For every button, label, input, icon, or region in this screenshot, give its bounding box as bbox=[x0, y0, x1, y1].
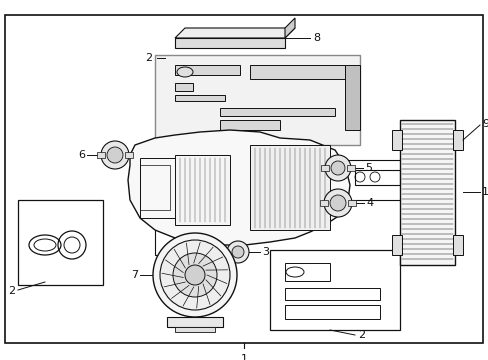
Text: 8: 8 bbox=[312, 33, 320, 43]
Bar bbox=[285, 305, 379, 319]
Bar bbox=[220, 120, 280, 130]
Bar bbox=[175, 65, 240, 75]
Ellipse shape bbox=[189, 231, 201, 239]
Circle shape bbox=[153, 233, 237, 317]
Bar bbox=[140, 158, 184, 218]
Circle shape bbox=[107, 147, 123, 163]
Bar bbox=[354, 170, 399, 185]
Text: 5: 5 bbox=[364, 163, 371, 173]
Circle shape bbox=[325, 155, 350, 181]
Circle shape bbox=[160, 240, 229, 310]
Text: 4: 4 bbox=[365, 198, 372, 208]
Circle shape bbox=[231, 246, 244, 258]
Circle shape bbox=[324, 189, 351, 217]
Bar bbox=[391, 130, 401, 150]
Bar bbox=[155, 55, 359, 145]
Text: 3: 3 bbox=[262, 247, 268, 257]
Text: 10: 10 bbox=[481, 187, 488, 197]
Bar bbox=[18, 200, 103, 285]
Bar bbox=[319, 200, 327, 206]
Text: 1: 1 bbox=[240, 354, 247, 360]
Bar bbox=[269, 250, 399, 330]
Bar bbox=[175, 83, 193, 91]
Bar bbox=[125, 152, 133, 158]
Bar bbox=[452, 235, 462, 255]
Bar bbox=[97, 152, 105, 158]
Text: 2: 2 bbox=[8, 286, 15, 296]
Circle shape bbox=[329, 195, 346, 211]
Bar bbox=[285, 288, 379, 300]
Bar bbox=[155, 210, 220, 255]
Bar bbox=[285, 263, 329, 281]
Bar bbox=[249, 65, 345, 79]
Bar bbox=[175, 95, 224, 101]
Text: 6: 6 bbox=[78, 150, 85, 160]
Bar bbox=[399, 120, 454, 265]
Text: 11: 11 bbox=[183, 265, 197, 275]
Polygon shape bbox=[175, 38, 285, 48]
Bar bbox=[347, 200, 355, 206]
Text: 7: 7 bbox=[131, 270, 138, 280]
Bar bbox=[391, 235, 401, 255]
Text: 2: 2 bbox=[144, 53, 152, 63]
Circle shape bbox=[184, 265, 204, 285]
Bar bbox=[220, 108, 334, 116]
Bar bbox=[175, 327, 215, 332]
Polygon shape bbox=[285, 18, 294, 38]
Circle shape bbox=[101, 141, 129, 169]
Polygon shape bbox=[345, 65, 359, 130]
Ellipse shape bbox=[203, 221, 213, 229]
Bar bbox=[452, 130, 462, 150]
Polygon shape bbox=[128, 130, 349, 245]
Circle shape bbox=[226, 241, 248, 263]
Bar bbox=[249, 145, 329, 230]
Bar bbox=[320, 165, 328, 171]
Ellipse shape bbox=[168, 223, 182, 233]
Ellipse shape bbox=[177, 67, 193, 77]
Circle shape bbox=[330, 161, 345, 175]
Text: 2: 2 bbox=[357, 330, 365, 340]
Circle shape bbox=[173, 253, 217, 297]
Bar bbox=[167, 317, 223, 327]
Text: 9: 9 bbox=[481, 119, 488, 129]
Bar bbox=[140, 165, 170, 210]
Bar bbox=[175, 155, 229, 225]
Bar bbox=[346, 165, 354, 171]
Polygon shape bbox=[175, 28, 294, 38]
